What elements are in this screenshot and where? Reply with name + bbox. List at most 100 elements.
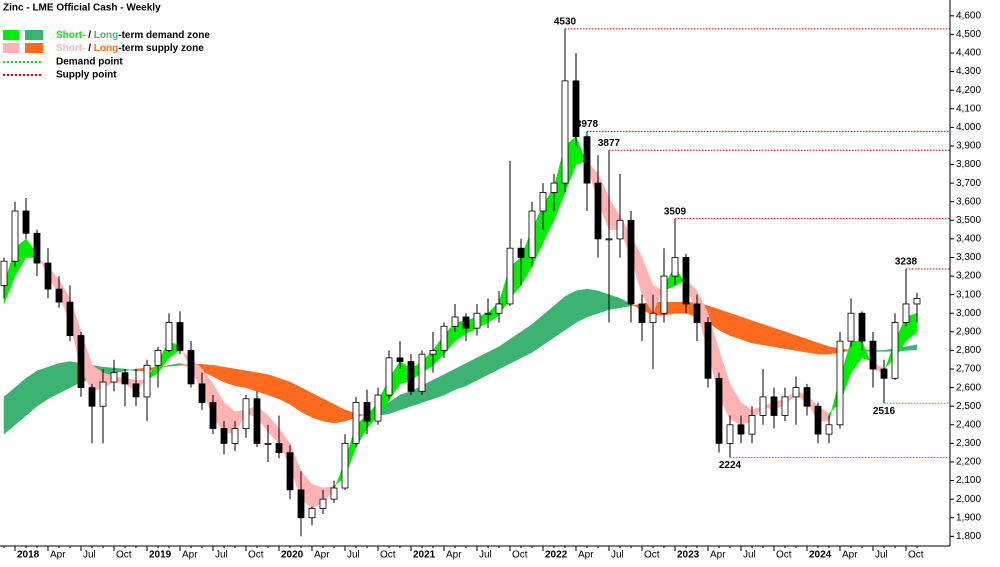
legend-text-part: Short-: [56, 43, 85, 54]
y-tick-label: 3,600: [956, 196, 981, 207]
legend-label: Short- / Long-term demand zone: [56, 30, 210, 41]
candle-body: [341, 442, 349, 489]
candle-body: [572, 80, 580, 138]
legend-swatch: [25, 30, 43, 40]
y-tick-label: 2,100: [956, 475, 981, 486]
candle-body: [759, 396, 767, 416]
demand-zone: [465, 357, 478, 387]
supply-zone: [740, 316, 753, 344]
candle-body: [33, 232, 41, 264]
y-tick-label: 3,700: [956, 178, 981, 189]
y-tick-label: 3,300: [956, 252, 981, 263]
candle-body: [869, 340, 877, 370]
demand-zone: [542, 305, 555, 346]
y-tick-label: 4,600: [956, 10, 981, 21]
legend-text-part: /: [85, 30, 93, 41]
point-label: 3509: [664, 206, 687, 217]
x-tick-label: Jul: [215, 550, 228, 561]
supply-zone: [773, 327, 786, 349]
points-layer: 4530 3978 3877 3509 3238 2224 2516: [554, 16, 950, 471]
point-label: 3978: [576, 119, 599, 130]
demand-zone: [575, 288, 588, 323]
x-tick-label: Apr: [314, 550, 330, 561]
demand-zone: [58, 361, 71, 394]
candle-body: [594, 182, 602, 240]
y-tick-label: 1,800: [956, 531, 981, 542]
candle-body: [385, 357, 393, 396]
y-tick-label: 2,400: [956, 419, 981, 430]
candle-body: [539, 192, 547, 212]
y-tick-label: 4,200: [956, 85, 981, 96]
demand-zone: [564, 290, 577, 331]
point-label: 3238: [895, 257, 918, 268]
y-tick-label: 3,900: [956, 141, 981, 152]
x-tick-label: 2023: [677, 550, 700, 561]
supply-zone: [234, 368, 247, 388]
candle-body: [110, 372, 118, 383]
candle-body: [517, 247, 525, 258]
y-tick-label: 2,800: [956, 345, 981, 356]
candle-body: [682, 257, 690, 305]
candle-body: [198, 383, 206, 403]
candle-body: [319, 498, 327, 509]
candle-body: [649, 312, 657, 323]
y-tick-label: 2,500: [956, 401, 981, 412]
candle-body: [253, 398, 261, 444]
candle-body: [286, 452, 294, 491]
candle-body: [165, 322, 173, 351]
axes-layer: 1,800 1,900 2,000 2,100 2,200 2,300 2,400 2,500…: [0, 0, 981, 561]
supply-zone: [245, 370, 258, 392]
x-tick-label: Jul: [743, 550, 756, 561]
candle-body: [473, 312, 481, 329]
y-tick-label: 2,200: [956, 457, 981, 468]
candle-body: [143, 364, 151, 398]
candle-body: [660, 275, 668, 314]
candle-body: [187, 350, 195, 385]
legend-text-part: /: [85, 43, 93, 54]
supply-zone: [729, 312, 742, 340]
candle-body: [0, 260, 8, 286]
candle-body: [902, 303, 910, 323]
legend-text-part: -term supply zone: [118, 43, 204, 54]
candle-body: [44, 262, 52, 290]
candle-body: [440, 325, 448, 351]
chart-title: Zinc - LME Official Cash - Weekly: [3, 3, 161, 14]
candle-body: [231, 428, 239, 444]
candle-body: [99, 381, 107, 407]
y-tick-label: 3,500: [956, 215, 981, 226]
demand-zone: [432, 374, 445, 400]
candle-body: [121, 372, 129, 385]
y-tick-label: 3,400: [956, 234, 981, 245]
x-tick-label: Jul: [479, 550, 492, 561]
candle-body: [583, 136, 591, 184]
candle-body: [407, 361, 415, 392]
supply-zone: [267, 414, 280, 444]
x-tick-label: Apr: [710, 550, 726, 561]
supply-zone: [256, 372, 269, 396]
candle-body: [88, 387, 96, 407]
candle-body: [418, 353, 426, 392]
y-tick-label: 3,100: [956, 289, 981, 300]
candle-body: [451, 316, 459, 327]
supply-zone: [223, 366, 236, 387]
candle-body: [176, 322, 184, 351]
point-label: 4530: [554, 16, 577, 27]
candle-body: [495, 303, 503, 314]
supply-zone: [300, 387, 313, 418]
supply-zone: [278, 377, 291, 405]
demand-zone: [124, 368, 137, 372]
supply-zone: [762, 324, 775, 348]
legend-text-part: Short-: [56, 30, 85, 41]
demand-zone: [443, 368, 456, 396]
y-tick-label: 3,000: [956, 308, 981, 319]
legend-label: Demand point: [56, 57, 123, 68]
supply-zone: [212, 365, 225, 383]
demand-zone: [399, 390, 412, 411]
demand-zone: [25, 370, 38, 417]
candle-body: [726, 424, 734, 444]
candle-body: [462, 316, 470, 329]
demand-zone: [498, 338, 511, 370]
supply-zone: [267, 374, 280, 400]
candle-body: [891, 322, 899, 379]
candle-body: [242, 398, 250, 429]
